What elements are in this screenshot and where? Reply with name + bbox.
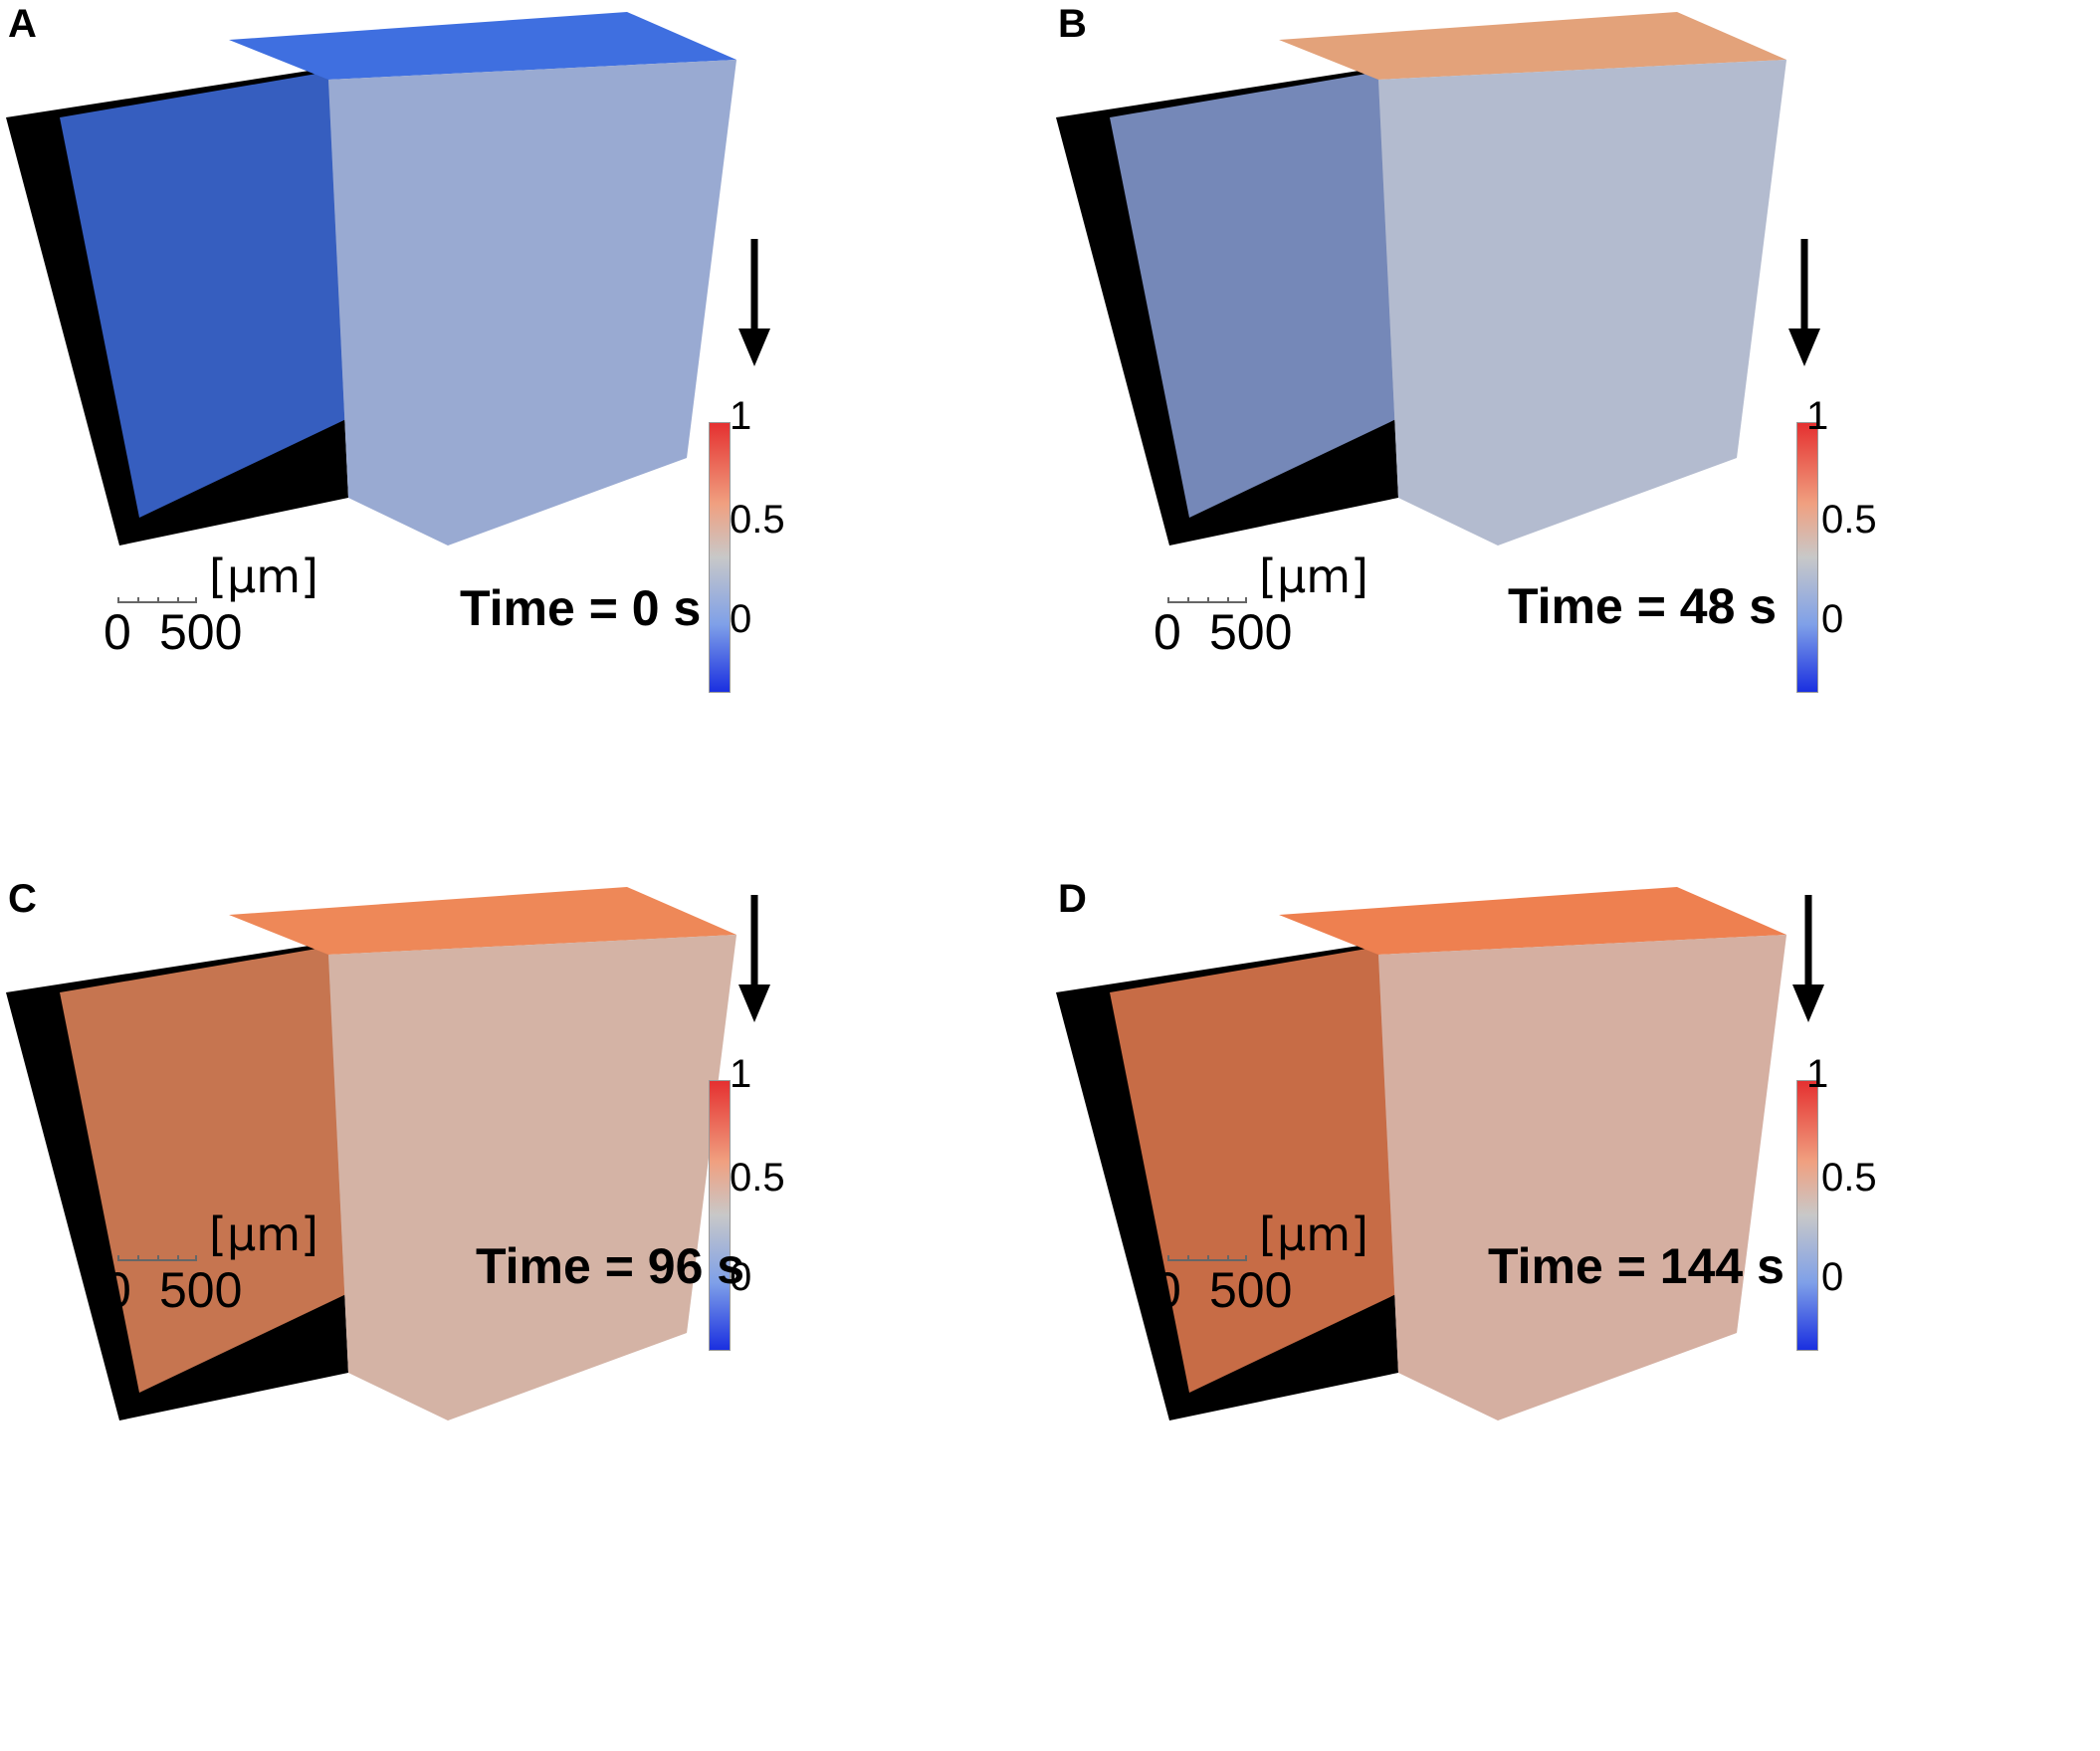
panel-a: A 1 0.5 0 [μm] 0 500 Time = 0 s: [0, 0, 1050, 875]
panel-letter: C: [8, 877, 37, 921]
slice-fluid-overlay: [60, 947, 348, 1393]
volume-top-face: [229, 887, 736, 955]
slice-fluid-overlay: [1110, 947, 1398, 1393]
colorbar-min-label: 0: [1821, 597, 1844, 641]
scale-end-label: 500: [159, 1262, 243, 1318]
scale-bar: [117, 597, 197, 603]
colorbar-mid-label: 0.5: [730, 1156, 785, 1200]
volume-top-face: [229, 12, 736, 80]
volume-fluid-overlay: [328, 935, 736, 1421]
time-label: Time = 48 s: [1508, 578, 1778, 634]
scale-start-label: 0: [1154, 604, 1181, 660]
flow-direction-arrow-icon: [1788, 239, 1820, 366]
volume-left-face: [328, 60, 736, 546]
panel-letter: B: [1058, 2, 1087, 46]
scale-bar: [117, 1255, 197, 1261]
scale-unit-label: [μm]: [209, 1207, 318, 1261]
scale-end-label: 500: [159, 604, 243, 660]
slice-fluid-overlay: [1110, 72, 1398, 518]
volume-left-face: [1378, 935, 1786, 1421]
flow-direction-arrow-icon: [738, 239, 770, 366]
scale-end-label: 500: [1209, 1262, 1293, 1318]
colorbar-mid-label: 0.5: [1821, 498, 1877, 542]
panel-d: D 1 0.5 0 [μm] 0 500 Time = 144 s: [1050, 875, 2100, 1750]
scale-start-label: 0: [104, 1262, 131, 1318]
colorbar-mid-label: 0.5: [1821, 1156, 1877, 1200]
scale-end-label: 500: [1209, 604, 1293, 660]
colorbar: [709, 422, 731, 693]
colorbar-min-label: 0: [730, 597, 752, 641]
volume-fluid-overlay: [1378, 60, 1786, 546]
scale-unit-label: [μm]: [209, 549, 318, 603]
scale-bar: [1167, 597, 1247, 603]
panel-c: C 1 0.5 0 [μm] 0 500 Time = 96 s: [0, 875, 1050, 1750]
panel-b: B 1 0.5 0 [μm] 0 500 Time = 48 s: [1050, 0, 2100, 875]
colorbar: [709, 1080, 731, 1351]
volume-fluid-overlay: [1378, 935, 1786, 1421]
colorbar-min-label: 0: [730, 1255, 752, 1299]
slice-fluid-overlay: [60, 72, 348, 518]
panel-letter: A: [8, 2, 37, 46]
volume-top-face: [1279, 12, 1786, 80]
porous-volume-render: [6, 887, 736, 1421]
time-label: Time = 0 s: [460, 580, 702, 636]
scale-unit-label: [μm]: [1259, 549, 1368, 603]
panel-letter: D: [1058, 877, 1087, 921]
colorbar-max-label: 1: [730, 394, 752, 438]
volume-top-face: [1279, 887, 1786, 955]
porous-volume-render: [1056, 12, 1786, 546]
porous-volume-render: [1056, 887, 1786, 1421]
time-label: Time = 96 s: [476, 1238, 745, 1294]
colorbar-max-label: 1: [730, 1052, 752, 1096]
flow-direction-arrow-icon: [738, 895, 770, 1022]
colorbar: [1796, 422, 1818, 693]
flow-direction-arrow-icon: [1792, 895, 1824, 1022]
scale-start-label: 0: [104, 604, 131, 660]
colorbar-mid-label: 0.5: [730, 498, 785, 542]
colorbar-max-label: 1: [1806, 1052, 1829, 1096]
colorbar-max-label: 1: [1806, 394, 1829, 438]
colorbar-min-label: 0: [1821, 1255, 1844, 1299]
scale-bar: [1167, 1255, 1247, 1261]
volume-fluid-overlay: [328, 60, 736, 546]
scale-start-label: 0: [1154, 1262, 1181, 1318]
volume-left-face: [328, 935, 736, 1421]
volume-left-face: [1378, 60, 1786, 546]
colorbar: [1796, 1080, 1818, 1351]
time-label: Time = 144 s: [1488, 1238, 1785, 1294]
porous-volume-render: [6, 12, 736, 546]
scale-unit-label: [μm]: [1259, 1207, 1368, 1261]
